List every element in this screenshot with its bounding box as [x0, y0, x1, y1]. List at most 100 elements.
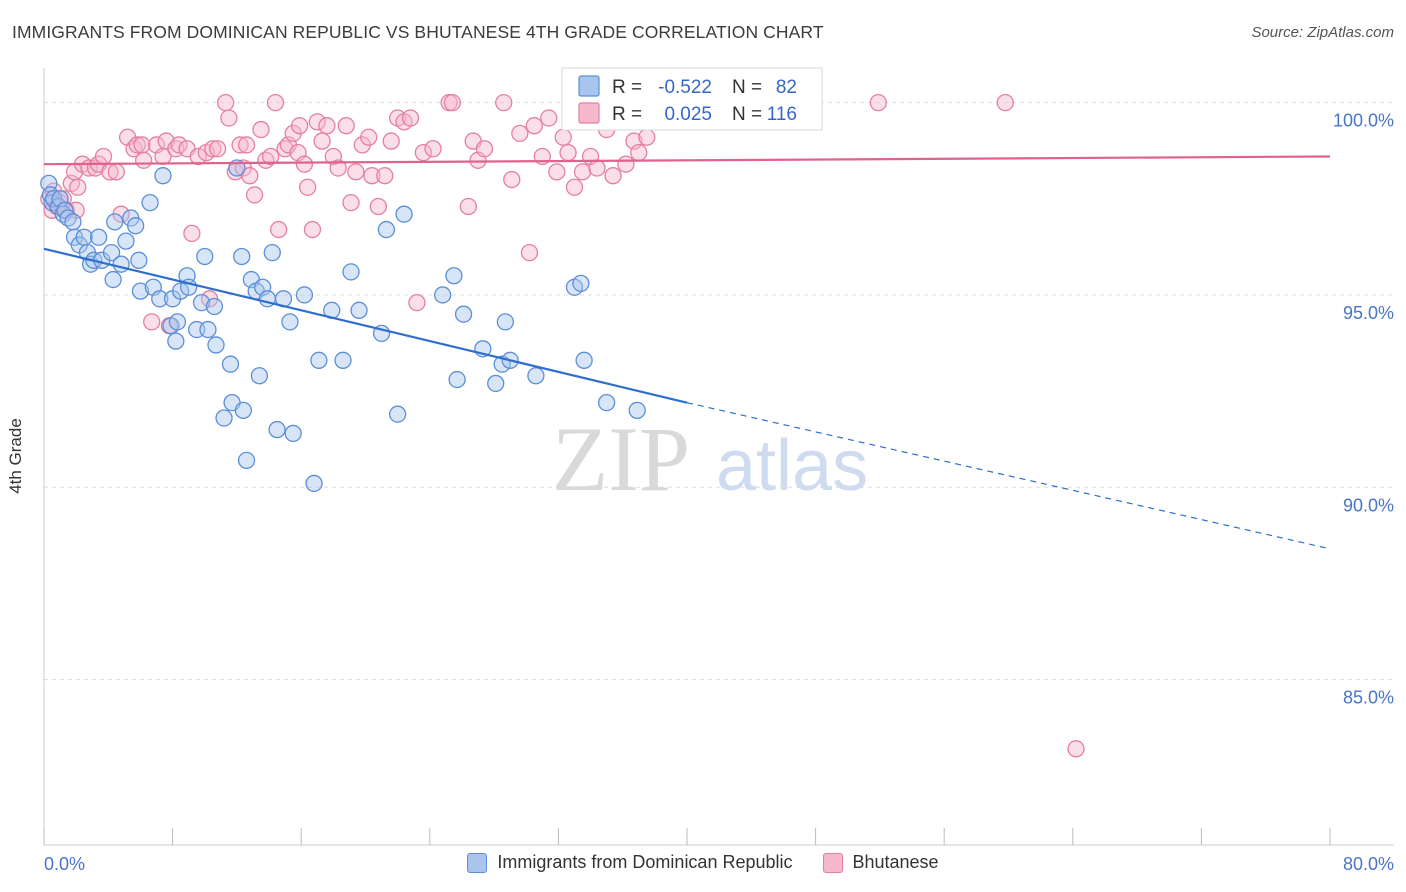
scatter-point [572, 274, 590, 293]
scatter-point [268, 420, 286, 439]
scatter-point [234, 401, 252, 419]
scatter-point [284, 424, 302, 443]
scatter-point [204, 140, 222, 158]
scatter-point [424, 140, 442, 158]
scatter-point [445, 267, 463, 285]
scatter-point [548, 163, 566, 181]
stats-r-label-2: R = [612, 104, 642, 125]
scatter-point [135, 151, 153, 169]
stats-n-value-1: 82 [776, 77, 797, 98]
scatter-point [604, 167, 622, 185]
scatter-point [588, 159, 606, 177]
legend-label-dominican: Immigrants from Dominican Republic [497, 852, 793, 872]
scatter-point [237, 451, 256, 469]
scatter-point [233, 247, 251, 266]
scatter-point [196, 247, 214, 266]
scatter-point [208, 140, 227, 158]
scatter-point [308, 113, 326, 131]
scatter-point [295, 155, 314, 173]
trend-lines [43, 155, 1331, 550]
scatter-point [221, 355, 240, 373]
scatter-point [143, 313, 161, 331]
scatter-point [565, 178, 584, 196]
y-axis-tick-labels: 85.0% 90.0% 95.0% 100.0% [1333, 111, 1394, 708]
scatter-point [617, 155, 635, 173]
scatter-point [252, 120, 270, 139]
scatter-point [183, 224, 201, 243]
scatter-point [107, 163, 125, 181]
scatter-point [511, 124, 529, 143]
scatter-point [94, 147, 113, 166]
scatter-point [216, 93, 235, 112]
scatter-point [554, 128, 572, 146]
scatter-point [996, 93, 1014, 112]
scatter-point [527, 367, 545, 385]
scatter-point [540, 109, 558, 127]
scatter-point [487, 374, 505, 393]
scatter-point [141, 193, 159, 212]
legend-item-bhutanese[interactable]: Bhutanese [822, 852, 939, 873]
stats-r-value-2: 0.025 [664, 104, 712, 125]
axes [43, 68, 1394, 846]
scatter-point [337, 117, 355, 135]
scatter-point [360, 128, 378, 146]
y-tick-label: 85.0% [1343, 688, 1394, 708]
scatter-point [133, 136, 151, 154]
scatter-point [199, 320, 217, 339]
x-tick-label-min: 0.0% [44, 854, 85, 874]
watermark-atlas: atlas [716, 426, 868, 506]
scatter-point [290, 117, 309, 135]
scatter-point [131, 282, 150, 300]
bhutanese-trend-line [43, 155, 1331, 166]
scatter-point [270, 220, 288, 239]
scatter-point [106, 213, 124, 231]
stats-r-value-1: -0.522 [658, 77, 712, 98]
dominican-points [40, 159, 646, 493]
x-axis-ticks [43, 828, 1331, 845]
scatter-point [205, 297, 224, 316]
watermark: ZIP atlas [552, 408, 868, 510]
legend: Immigrants from Dominican Republic Bhuta… [0, 852, 1406, 873]
scatter-point [573, 163, 592, 181]
scatter-point [171, 282, 190, 300]
scatter-point [215, 409, 233, 427]
y-tick-label: 95.0% [1343, 303, 1394, 323]
scatter-point [298, 178, 317, 196]
stats-box-frame [561, 67, 823, 131]
dominican-trend-line [43, 247, 688, 404]
scatter-point [207, 336, 225, 354]
scatter-point [334, 351, 352, 369]
scatter-point [495, 93, 513, 112]
scatter-point [329, 159, 347, 177]
scatter-point [434, 286, 452, 304]
scatter-point [347, 163, 365, 181]
stats-r-label-1: R = [612, 77, 642, 98]
scatter-point [192, 293, 211, 312]
scatter-point [90, 228, 108, 246]
scatter-point [1067, 740, 1085, 758]
scatter-point [170, 136, 188, 154]
stats-n-label-2: N = [732, 104, 762, 125]
scatter-point [597, 393, 616, 412]
chart-title: IMMIGRANTS FROM DOMINICAN REPUBLIC VS BH… [12, 22, 824, 42]
scatter-point [401, 109, 420, 127]
scatter-point [241, 167, 259, 185]
scatter-point [520, 243, 539, 262]
scatter-point [295, 286, 314, 304]
scatter-point [151, 290, 169, 308]
legend-item-dominican[interactable]: Immigrants from Dominican Republic [467, 852, 793, 873]
x-tick-label-max: 80.0% [1343, 854, 1394, 874]
scatter-point [245, 186, 264, 204]
scatter-point [154, 167, 172, 185]
stats-n-value-2: 116 [767, 104, 797, 125]
scatter-point [231, 136, 249, 154]
y-tick-label: 90.0% [1343, 495, 1394, 515]
scatter-point [128, 136, 146, 154]
scatter-point [342, 263, 360, 281]
scatter-point [220, 109, 238, 127]
scatter-point [448, 370, 466, 389]
watermark-zip: ZIP [552, 408, 690, 510]
x-axis-tick-labels: 0.0% 80.0% [44, 854, 1394, 874]
stats-box: R = -0.522 N = 82 R = 0.025 N = 116 [561, 67, 823, 131]
